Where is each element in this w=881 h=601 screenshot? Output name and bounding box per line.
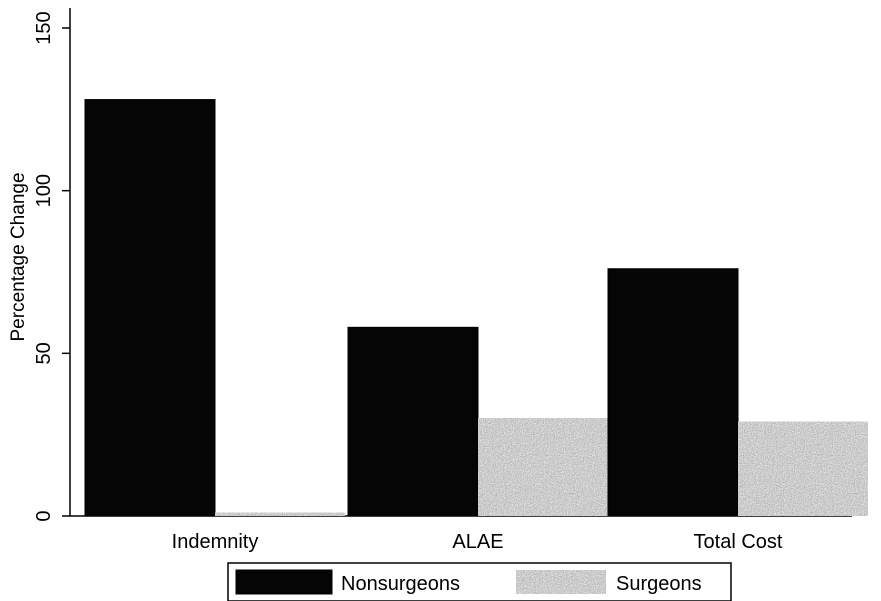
bar-nonsurgeons-alae xyxy=(347,326,479,517)
legend-label-surgeons: Surgeons xyxy=(616,573,702,595)
bar-surgeons-indemnity xyxy=(214,512,346,517)
x-tick-label: Total Cost xyxy=(694,531,783,553)
legend-label-nonsurgeons: Nonsurgeons xyxy=(341,573,460,595)
x-tick-label: ALAE xyxy=(452,531,503,553)
axis-labels: 0 50 100 150 Percentage Change Indemnity ALAE T… xyxy=(8,11,783,553)
bar-nonsurgeons-indemnity xyxy=(84,99,216,517)
legend: Nonsurgeons Surgeons xyxy=(227,562,732,601)
bar-surgeons-alae xyxy=(477,417,609,517)
y-axis-title: Percentage Change xyxy=(8,172,29,341)
x-tick-label: Indemnity xyxy=(172,531,259,553)
bar-nonsurgeons-total-cost xyxy=(607,268,739,517)
legend-swatch-nonsurgeons xyxy=(235,569,333,595)
bars xyxy=(84,99,869,517)
y-tick-label: 100 xyxy=(33,174,55,207)
legend-swatch-surgeons xyxy=(515,569,607,595)
y-tick-label: 50 xyxy=(33,342,55,364)
y-tick-label: 0 xyxy=(33,510,55,521)
bar-surgeons-total-cost xyxy=(737,421,869,517)
legend-box xyxy=(227,562,732,601)
y-tick-label: 150 xyxy=(33,11,55,44)
